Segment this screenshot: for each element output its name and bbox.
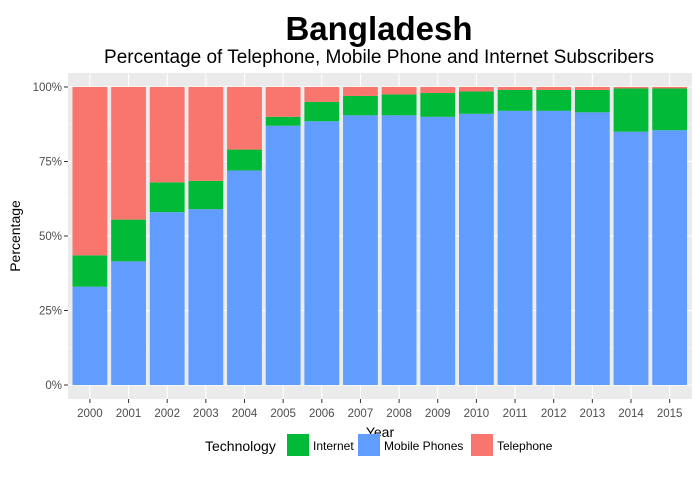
x-tick-label: 2012 <box>541 408 567 420</box>
x-tick-label: 2011 <box>503 408 528 420</box>
bar-internet-2000 <box>72 255 108 287</box>
x-tick-label: 2003 <box>193 408 219 420</box>
legend-label-mobile-phones: Mobile Phones <box>384 439 463 453</box>
bar-internet-2011 <box>497 89 533 111</box>
bar-internet-2013 <box>574 89 610 113</box>
y-tick-label: 25% <box>39 306 62 318</box>
bar-telephone-2012 <box>536 87 572 90</box>
bar-mobile-phones-2012 <box>536 110 572 385</box>
bar-internet-2004 <box>227 149 262 171</box>
y-axis: 0% 25% 50% 75% 100% <box>33 82 68 392</box>
bar-mobile-phones-2009 <box>420 116 456 386</box>
bar-telephone-2005 <box>265 87 301 117</box>
bar-telephone-2014 <box>613 87 649 89</box>
legend-title: Technology <box>205 438 276 454</box>
bar-internet-2010 <box>459 91 494 114</box>
x-tick-label: 2015 <box>657 408 683 420</box>
bar-telephone-2009 <box>420 87 456 93</box>
bar-mobile-phones-2000 <box>72 286 108 385</box>
bar-telephone-2000 <box>72 87 108 256</box>
bar-mobile-phones-2008 <box>381 115 417 385</box>
legend-key-mobile-phones <box>358 434 380 456</box>
x-tick-label: 2014 <box>618 408 644 420</box>
bar-internet-2009 <box>420 92 456 117</box>
y-tick-label: 100% <box>33 82 62 94</box>
x-tick-label: 2005 <box>270 408 296 420</box>
bar-internet-2015 <box>652 88 688 131</box>
bar-mobile-phones-2005 <box>265 125 301 386</box>
bar-telephone-2007 <box>343 87 378 96</box>
bar-telephone-2003 <box>188 87 224 181</box>
bar-mobile-phones-2003 <box>188 209 224 385</box>
bar-mobile-phones-2006 <box>304 121 340 386</box>
x-tick-label: 2000 <box>77 408 103 420</box>
x-tick-label: 2006 <box>309 408 335 420</box>
bar-internet-2014 <box>613 88 649 132</box>
chart-subtitle: Percentage of Telephone, Mobile Phone an… <box>104 47 654 68</box>
bar-internet-2001 <box>111 219 146 262</box>
legend-key-telephone <box>471 434 493 456</box>
bar-mobile-phones-2013 <box>574 112 610 385</box>
bar-telephone-2001 <box>111 87 146 220</box>
chart-title: Bangladesh <box>285 10 472 47</box>
bar-telephone-2008 <box>381 87 417 95</box>
legend: Technology Internet Mobile Phones Telephon… <box>205 434 553 456</box>
y-tick-label: 0% <box>45 380 62 392</box>
bar-telephone-2011 <box>497 87 533 90</box>
bar-mobile-phones-2010 <box>459 113 494 385</box>
legend-label-internet: Internet <box>313 439 354 453</box>
bar-mobile-phones-2007 <box>343 115 378 385</box>
x-axis: 2000 2001 2002 2003 2004 2005 2006 2007 2008 2009… <box>77 399 682 420</box>
x-tick-label: 2013 <box>580 408 606 420</box>
bar-telephone-2013 <box>574 87 610 90</box>
bar-internet-2003 <box>188 180 224 210</box>
legend-label-telephone: Telephone <box>497 439 553 453</box>
bar-telephone-2015 <box>652 87 688 89</box>
bar-telephone-2010 <box>459 87 494 92</box>
bar-telephone-2002 <box>149 87 185 183</box>
y-tick-label: 75% <box>39 157 62 169</box>
x-tick-label: 2002 <box>154 408 180 420</box>
bar-mobile-phones-2015 <box>652 130 688 385</box>
bar-internet-2012 <box>536 89 572 111</box>
legend-key-internet <box>287 434 309 456</box>
x-tick-label: 2010 <box>464 408 490 420</box>
bar-internet-2007 <box>343 95 378 116</box>
bars <box>72 87 688 386</box>
bar-telephone-2004 <box>227 87 262 150</box>
x-tick-label: 2007 <box>348 408 374 420</box>
x-tick-label: 2004 <box>232 408 258 420</box>
bar-internet-2006 <box>304 101 340 122</box>
bar-mobile-phones-2004 <box>227 170 262 385</box>
y-tick-label: 50% <box>39 231 62 243</box>
bar-mobile-phones-2011 <box>497 110 533 385</box>
bar-mobile-phones-2014 <box>613 131 649 385</box>
bar-mobile-phones-2002 <box>149 212 185 385</box>
y-axis-title: Percentage <box>7 200 23 272</box>
bar-internet-2002 <box>149 182 185 213</box>
x-tick-label: 2008 <box>386 408 412 420</box>
bar-internet-2008 <box>381 94 417 116</box>
x-tick-label: 2009 <box>425 408 451 420</box>
bar-internet-2005 <box>265 116 301 126</box>
bar-mobile-phones-2001 <box>111 261 146 385</box>
x-tick-label: 2001 <box>116 408 142 420</box>
bar-telephone-2006 <box>304 87 340 102</box>
